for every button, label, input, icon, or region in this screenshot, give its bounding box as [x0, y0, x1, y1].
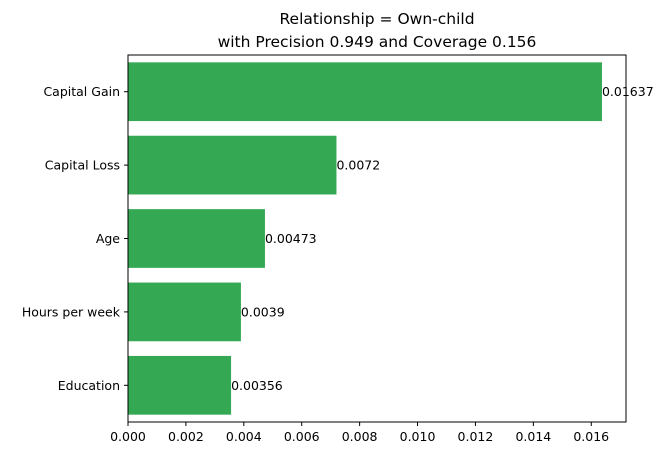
data-labels-group: 0.01637 0.0072 0.00473 0.0039 0.00356 — [231, 84, 654, 393]
x-tick-label: 0.006 — [284, 429, 320, 444]
chart-subtitle: with Precision 0.949 and Coverage 0.156 — [218, 33, 537, 51]
y-axis-ticks: Capital Gain Capital Loss Age Hours per wee… — [22, 84, 128, 393]
x-tick-label: 0.012 — [458, 429, 494, 444]
y-tick-label: Capital Loss — [45, 158, 120, 173]
data-label: 0.01637 — [602, 84, 654, 99]
data-label: 0.00473 — [265, 231, 317, 246]
x-tick-label: 0.004 — [226, 429, 262, 444]
x-tick-label: 0.016 — [573, 429, 609, 444]
x-tick-label: 0.014 — [515, 429, 551, 444]
x-axis-ticks: 0.000 0.002 0.004 0.006 0.008 0.010 0.012 0.014… — [110, 422, 609, 444]
x-tick-label: 0.002 — [168, 429, 204, 444]
x-tick-label: 0.010 — [400, 429, 436, 444]
bar-capital-gain — [128, 62, 602, 121]
x-tick-label: 0.000 — [110, 429, 146, 444]
data-label: 0.0072 — [336, 158, 380, 173]
y-tick-label: Education — [58, 378, 120, 393]
bar-age — [128, 209, 265, 268]
data-label: 0.00356 — [231, 378, 283, 393]
bars-group — [128, 62, 602, 414]
chart-title: Relationship = Own-child — [279, 10, 474, 28]
bar-capital-loss — [128, 136, 336, 195]
x-tick-label: 0.008 — [342, 429, 378, 444]
y-tick-label: Hours per week — [22, 304, 121, 319]
bar-education — [128, 356, 231, 415]
bar-hours-per-week — [128, 283, 241, 342]
y-tick-label: Capital Gain — [43, 84, 120, 99]
y-tick-label: Age — [96, 231, 120, 246]
data-label: 0.0039 — [241, 304, 285, 319]
